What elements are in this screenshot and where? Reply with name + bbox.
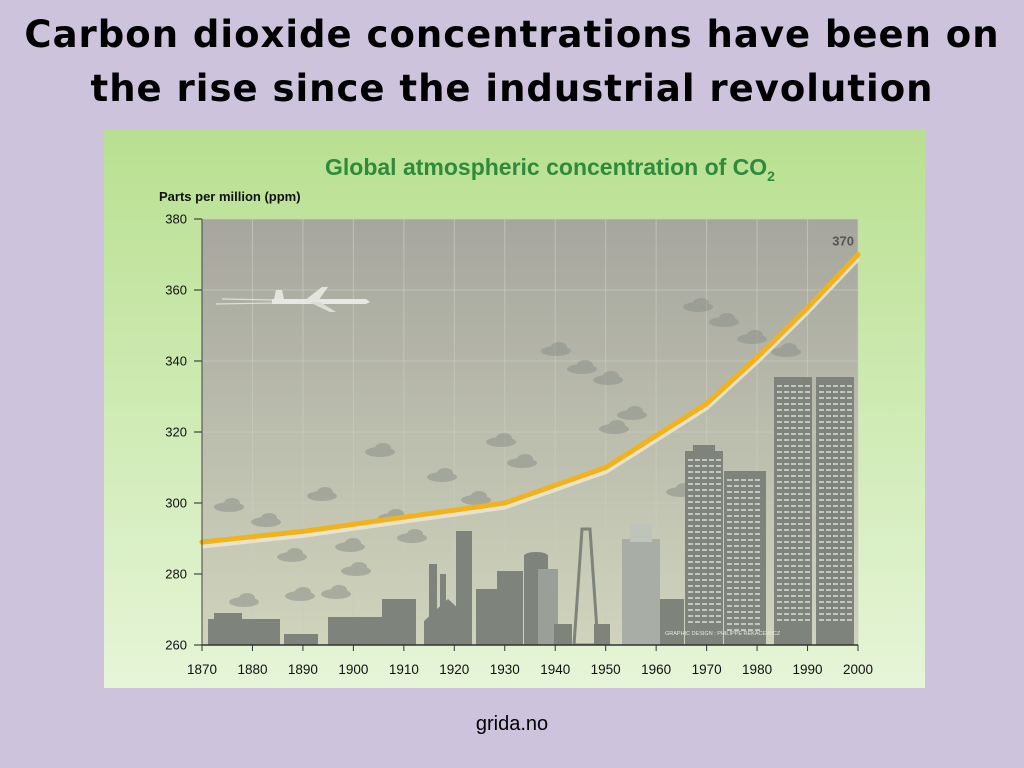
y-axis-label: Parts per million (ppm) xyxy=(159,189,301,204)
airplane-icon xyxy=(215,287,370,312)
smoke-cloud xyxy=(593,371,623,385)
refinery-tank xyxy=(497,571,523,645)
smoke-cloud xyxy=(229,593,259,607)
smoke-cloud xyxy=(461,491,491,505)
y-tick-label: 380 xyxy=(165,212,187,227)
y-tick-label: 300 xyxy=(165,496,187,511)
smoke-cloud xyxy=(214,498,244,512)
graphic-credit: GRAPHIC DESIGN : PHILIPPE REKACEWICZ xyxy=(665,631,781,637)
smoke-cloud xyxy=(737,330,767,344)
slide-title: Carbon dioxide concentrations have been … xyxy=(0,8,1024,116)
annotations: 370 xyxy=(832,234,854,249)
annotation-label: 370 xyxy=(832,234,854,249)
x-tick-label: 1980 xyxy=(742,662,772,677)
chart-figure: Global atmospheric concentration of CO2 … xyxy=(104,129,925,688)
low-building xyxy=(284,634,318,645)
chimney xyxy=(429,564,437,645)
water-tower xyxy=(622,539,660,645)
x-tick-label: 1930 xyxy=(490,662,520,677)
smoke-cloud xyxy=(771,343,801,357)
series-line-shadow xyxy=(201,256,860,549)
smoke-cloud xyxy=(251,513,281,527)
x-tick-label: 1950 xyxy=(591,662,621,677)
factory-building xyxy=(382,599,416,645)
smoke-cloud xyxy=(541,342,571,356)
smoke-cloud xyxy=(341,562,371,576)
chart-title-text: Global atmospheric concentration of CO xyxy=(325,154,767,180)
smoke-clouds xyxy=(214,298,801,607)
radio-tower xyxy=(572,527,600,645)
smoke-cloud xyxy=(507,454,537,468)
x-tick-label: 1970 xyxy=(692,662,722,677)
smoke-cloud xyxy=(427,468,457,482)
house-silhouette xyxy=(424,599,472,645)
y-tick-label: 360 xyxy=(165,283,187,298)
slide-title-line-2: the rise since the industrial revolution xyxy=(90,67,934,110)
slide-title-line-1: Carbon dioxide concentrations have been … xyxy=(24,13,1000,56)
factory-roof xyxy=(214,613,242,621)
smoke-cloud xyxy=(321,585,351,599)
refinery-column xyxy=(538,569,558,645)
smoke-cloud xyxy=(335,538,365,552)
x-tick-label: 1940 xyxy=(540,662,570,677)
x-tick-label: 1870 xyxy=(187,662,217,677)
x-tick-label: 1880 xyxy=(237,662,267,677)
series-line xyxy=(199,252,861,545)
x-tick-label: 1890 xyxy=(288,662,318,677)
skyscraper-top xyxy=(693,445,715,453)
building-windows xyxy=(688,385,852,631)
source-caption: grida.no xyxy=(475,713,549,735)
factory-building xyxy=(328,617,388,645)
x-tick-label: 1910 xyxy=(389,662,419,677)
smoke-cloud xyxy=(709,313,739,327)
low-building xyxy=(554,624,572,645)
smoke-cloud xyxy=(617,406,647,420)
smoke-cloud xyxy=(599,420,629,434)
low-building xyxy=(660,599,684,645)
y-tick-label: 320 xyxy=(165,425,187,440)
factory-building xyxy=(208,619,280,645)
y-tick-label: 340 xyxy=(165,354,187,369)
smoke-cloud xyxy=(397,529,427,543)
x-tick-label: 1990 xyxy=(793,662,823,677)
smoke-cloud xyxy=(365,443,395,457)
x-tick-label: 1960 xyxy=(641,662,671,677)
smoke-cloud xyxy=(277,548,307,562)
smoke-cloud xyxy=(567,360,597,374)
y-axis-ticks: 260 280 300 320 340 360 380 xyxy=(165,212,203,653)
background-illustration xyxy=(208,287,854,645)
y-tick-label: 280 xyxy=(165,567,187,582)
chart-title: Global atmospheric concentration of CO2 xyxy=(325,154,775,184)
smoke-cloud xyxy=(683,298,713,312)
smoke-cloud xyxy=(307,487,337,501)
y-tick-label: 260 xyxy=(165,638,187,653)
smoke-cloud xyxy=(285,587,315,601)
smoke-cloud xyxy=(486,433,516,447)
chart-title-subscript: 2 xyxy=(767,168,775,184)
x-tick-label: 2000 xyxy=(843,662,873,677)
industrial-skyline xyxy=(208,377,854,645)
x-tick-label: 1920 xyxy=(439,662,469,677)
low-building xyxy=(594,624,610,645)
x-axis-ticks: 1870 1880 1890 1900 1910 1920 1930 1940 1950 1960… xyxy=(187,644,873,677)
water-tower-top xyxy=(630,524,652,542)
co2-line-chart: Global atmospheric concentration of CO2 … xyxy=(104,129,925,688)
data-line xyxy=(199,252,861,549)
x-tick-label: 1900 xyxy=(338,662,368,677)
